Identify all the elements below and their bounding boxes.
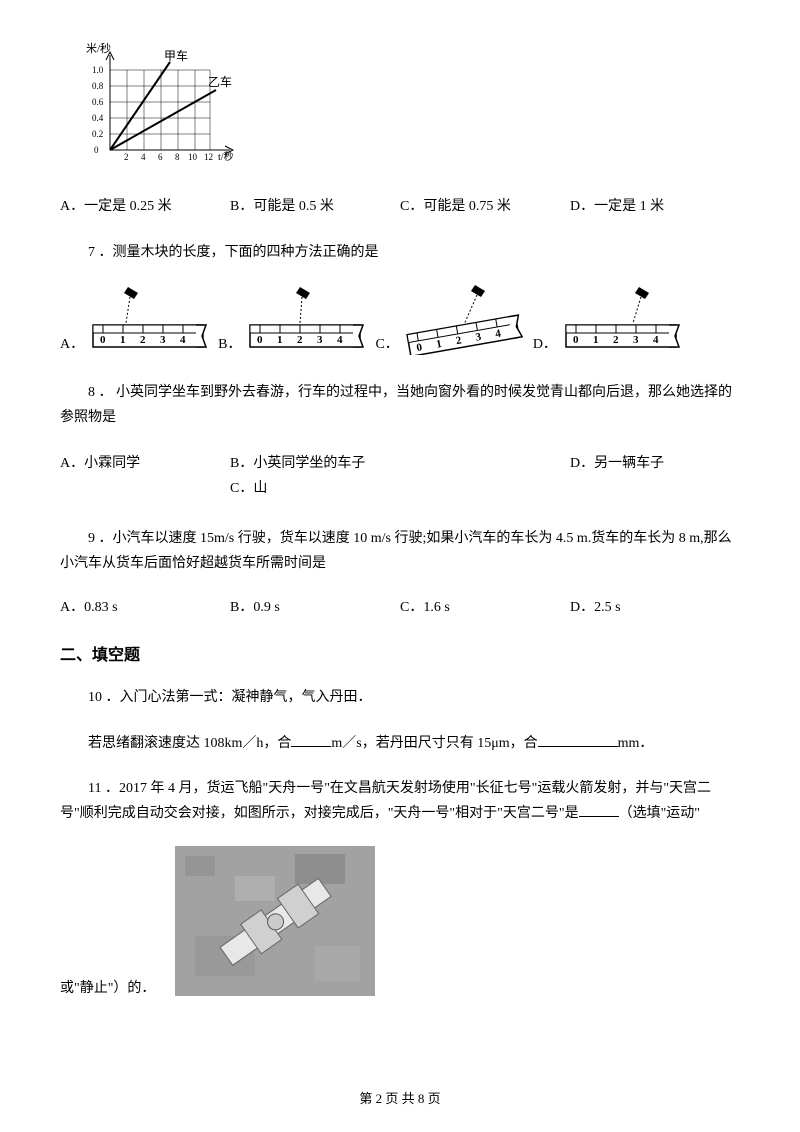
ruler-figure-a: 0 1 2 3 4 (88, 285, 208, 355)
q10-line2: 若思绪翻滚速度达 108km／h，合 m／s，若丹田尺寸只有 15μm，合 mm． (60, 731, 740, 756)
svg-text:2: 2 (124, 152, 129, 162)
blank-2 (538, 746, 618, 747)
svg-text:2: 2 (613, 334, 619, 346)
svg-text:0.6: 0.6 (92, 97, 104, 107)
q9-option-d: D．2.5 s (570, 596, 740, 616)
x-axis-label: t/秒 (218, 150, 234, 163)
q10-line2-mid: m／s，若丹田尺寸只有 15μm，合 (331, 736, 537, 751)
q7-label-c: C． (375, 333, 398, 355)
page-footer: 第 2 页 共 8 页 (0, 1088, 800, 1107)
ruler-figure-b: 0 1 2 3 4 (245, 285, 365, 355)
svg-text:4: 4 (141, 152, 146, 162)
q9-option-b: B．0.9 s (230, 596, 400, 616)
svg-text:12: 12 (204, 152, 213, 162)
line-b-label: 乙车 (208, 74, 232, 89)
q8-option-c: C．山 (230, 476, 400, 501)
q9-option-c: C．1.6 s (400, 596, 570, 616)
q8-text: 8 ． 小英同学坐车到野外去春游，行车的过程中，当她向窗外看的时候发觉青山都向后… (60, 380, 740, 430)
q8-options: A．小霖同学 B．小英同学坐的车子 C．山 D．另一辆车子 (60, 451, 740, 501)
svg-text:10: 10 (188, 152, 198, 162)
q6-option-a: A．一定是 0.25 米 (60, 195, 230, 215)
q9-options: A．0.83 s B．0.9 s C．1.6 s D．2.5 s (60, 596, 740, 616)
q8-option-b: B．小英同学坐的车子 (230, 451, 400, 476)
svg-text:6: 6 (158, 152, 163, 162)
svg-text:1: 1 (277, 334, 283, 346)
q6-options: A．一定是 0.25 米 B．可能是 0.5 米 C．可能是 0.75 米 D．… (60, 195, 740, 215)
blank-1 (291, 746, 331, 747)
q9-text: 9 ．小汽车以速度 15m/s 行驶，货车以速度 10 m/s 行驶;如果小汽车… (60, 526, 740, 576)
blank-3 (579, 816, 619, 817)
q7-label-b: B． (218, 333, 241, 355)
q6-option-d: D．一定是 1 米 (570, 195, 740, 215)
q10-line1: 10 ．入门心法第一式：凝神静气，气入丹田． (60, 685, 740, 710)
q11-line1-text: 11 ．2017 年 4 月，货运飞船"天舟一号"在文昌航天发射场使用"长征七号… (60, 781, 711, 821)
svg-text:3: 3 (633, 334, 639, 346)
q6-option-c: C．可能是 0.75 米 (400, 195, 570, 215)
svg-text:0: 0 (94, 145, 99, 155)
velocity-chart: 米/秒 甲车 乙车 0 0.2 0.4 0.6 0.8 1.0 2 (80, 40, 740, 175)
svg-text:1: 1 (593, 334, 599, 346)
spaceship-image (175, 846, 375, 1001)
line-yi (110, 90, 216, 150)
svg-text:2: 2 (297, 334, 303, 346)
q7-label-a: A． (60, 333, 84, 355)
svg-text:0: 0 (257, 334, 263, 346)
q8-option-d: D．另一辆车子 (570, 451, 740, 501)
svg-text:0.4: 0.4 (92, 113, 104, 123)
svg-text:2: 2 (140, 334, 146, 346)
q11-line1-end: （选填"运动" (619, 806, 700, 821)
q11-line1: 11 ．2017 年 4 月，货运飞船"天舟一号"在文昌航天发射场使用"长征七号… (60, 776, 740, 826)
q7-text: 7 ．测量木块的长度，下面的四种方法正确的是 (60, 240, 740, 265)
q11-line2: 或"静止"）的． (60, 977, 155, 1001)
q10-line2-pre: 若思绪翻滚速度达 108km／h，合 (88, 736, 291, 751)
ruler-figure-c: 0 1 2 3 4 (403, 285, 523, 355)
line-a-label: 甲车 (164, 48, 188, 63)
svg-text:4: 4 (337, 334, 343, 346)
svg-text:3: 3 (317, 334, 323, 346)
svg-text:3: 3 (160, 334, 166, 346)
svg-text:0.2: 0.2 (92, 129, 103, 139)
q7-options: A． 0 1 2 3 4 B． 0 1 (60, 285, 740, 355)
svg-text:0: 0 (100, 334, 106, 346)
q10-line2-end: mm． (618, 736, 654, 751)
q6-option-b: B．可能是 0.5 米 (230, 195, 400, 215)
chart-svg: 米/秒 甲车 乙车 0 0.2 0.4 0.6 0.8 1.0 2 (80, 40, 240, 170)
q9-option-a: A．0.83 s (60, 596, 230, 616)
ruler-figure-d: 0 1 2 3 4 (561, 285, 681, 355)
svg-text:4: 4 (180, 334, 186, 346)
y-axis-label: 米/秒 (86, 41, 111, 55)
q7-label-d: D． (533, 333, 557, 355)
q8-option-a: A．小霖同学 (60, 451, 230, 501)
svg-text:0.8: 0.8 (92, 81, 104, 91)
svg-text:8: 8 (175, 152, 180, 162)
svg-text:4: 4 (653, 334, 659, 346)
svg-text:0: 0 (573, 334, 579, 346)
svg-text:1.0: 1.0 (92, 65, 104, 75)
svg-text:1: 1 (120, 334, 126, 346)
section-2-heading: 二、填空题 (60, 641, 740, 665)
